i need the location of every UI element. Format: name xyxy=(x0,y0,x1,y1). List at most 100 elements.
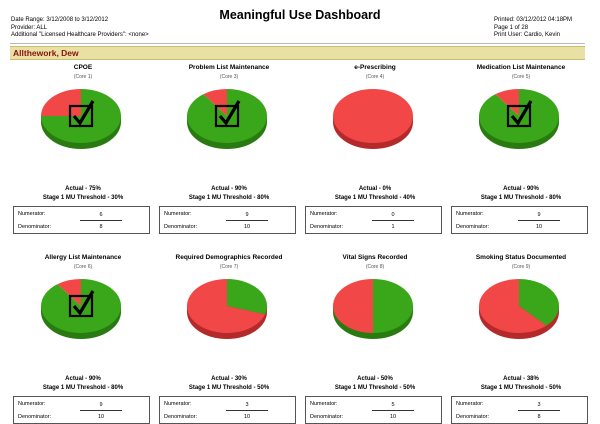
report-filters: Date Range: 3/12/2008 to 3/12/2012 Provi… xyxy=(11,17,149,40)
numerator-underline xyxy=(372,220,414,221)
measure-pie-chart xyxy=(333,279,413,339)
measure-pie-chart xyxy=(479,279,559,339)
numerator-value: 9 xyxy=(245,212,249,218)
numerator-denominator-box: Numerator: 3 Denominator: 10 xyxy=(159,396,296,424)
measure-threshold: Stage 1 MU Threshold - 30% xyxy=(42,195,124,201)
measure-actual: Actual - 0% xyxy=(358,186,392,192)
numerator-denominator-box: Numerator: 9 Denominator: 10 xyxy=(451,206,588,234)
pie-slice-not-met xyxy=(479,279,547,333)
measure-core: (Core 3) xyxy=(219,74,239,80)
numerator-value: 9 xyxy=(99,402,103,408)
numerator-denominator-box: Numerator: 0 Denominator: 1 xyxy=(305,206,442,234)
denominator-value: 10 xyxy=(243,224,251,230)
measure-name: Smoking Status Documented xyxy=(475,254,567,261)
denominator-value: 10 xyxy=(389,414,397,420)
measure-core: (Core 9) xyxy=(511,264,531,270)
denominator-label: Denominator: xyxy=(456,224,490,230)
checkbox-checked-icon xyxy=(68,290,95,318)
numerator-denominator-box: Numerator: 6 Denominator: 8 xyxy=(13,206,150,234)
measure-name: Problem List Maintenance xyxy=(188,64,270,71)
numerator-label: Numerator: xyxy=(18,401,46,407)
measure-actual: Actual - 50% xyxy=(357,376,393,382)
measure-threshold: Stage 1 MU Threshold - 80% xyxy=(188,195,270,201)
pie-slice-not-met xyxy=(495,89,519,116)
measure-pie-chart xyxy=(40,279,121,339)
denominator-label: Denominator: xyxy=(310,224,344,230)
measure-name: CPOE xyxy=(73,64,93,71)
pie-slice-met xyxy=(373,279,413,333)
measure-pie-chart xyxy=(479,89,559,149)
measure-actual: Actual - 90% xyxy=(503,186,539,192)
numerator-value: 3 xyxy=(537,402,541,408)
measure-threshold: Stage 1 MU Threshold - 40% xyxy=(334,195,416,201)
header-divider xyxy=(10,43,585,44)
denominator-value: 8 xyxy=(99,224,103,230)
measure-actual: Actual - 38% xyxy=(503,376,539,382)
date-range: Date Range: 3/12/2008 to 3/12/2012 xyxy=(11,17,109,23)
page-number: Page 1 of 28 xyxy=(494,24,529,31)
denominator-label: Denominator: xyxy=(164,224,198,230)
denominator-label: Denominator: xyxy=(18,224,52,230)
measure-core: (Core 8) xyxy=(365,264,385,270)
pie-slice-met xyxy=(519,279,559,326)
numerator-value: 9 xyxy=(537,212,541,218)
measure-name: Vital Signs Recorded xyxy=(342,254,408,261)
denominator-value: 1 xyxy=(391,224,395,230)
numerator-label: Numerator: xyxy=(456,211,484,217)
measure-pie-chart xyxy=(187,279,267,339)
numerator-denominator-box: Numerator: 3 Denominator: 8 xyxy=(451,396,588,424)
numerator-value: 6 xyxy=(99,212,103,218)
numerator-underline xyxy=(518,220,560,221)
measure-actual: Actual - 30% xyxy=(211,376,247,382)
provider-name: Allthework, Dew xyxy=(13,48,79,58)
numerator-underline xyxy=(80,220,122,221)
measure-name: Medication List Maintenance xyxy=(476,64,566,71)
measure-pie-chart xyxy=(187,89,267,149)
print-user: Print User: Cardio, Kevin xyxy=(494,32,561,38)
denominator-value: 10 xyxy=(243,414,251,420)
pie-slice-not-met xyxy=(57,279,81,306)
denominator-value: 8 xyxy=(537,414,541,420)
numerator-denominator-box: Numerator: 9 Denominator: 10 xyxy=(159,206,296,234)
printed-timestamp: Printed: 03/12/2012 04:18PM xyxy=(494,17,573,23)
denominator-value: 10 xyxy=(97,414,105,420)
measure-threshold: Stage 1 MU Threshold - 50% xyxy=(334,385,416,391)
checkbox-checked-icon xyxy=(68,100,95,128)
checkbox-checked-icon xyxy=(506,100,533,128)
numerator-value: 0 xyxy=(391,212,395,218)
measure-actual: Actual - 90% xyxy=(65,376,101,382)
numerator-label: Numerator: xyxy=(310,401,338,407)
measure-threshold: Stage 1 MU Threshold - 50% xyxy=(480,385,562,391)
measure-threshold: Stage 1 MU Threshold - 80% xyxy=(480,195,562,201)
pie-slice-not-met xyxy=(41,89,81,116)
pie-slice-not-met xyxy=(333,279,373,333)
denominator-value: 10 xyxy=(535,224,543,230)
numerator-underline xyxy=(80,410,122,411)
pie-slice-not-met xyxy=(187,279,266,333)
numerator-value: 5 xyxy=(391,402,395,408)
numerator-underline xyxy=(226,410,268,411)
measure-core: (Core 6) xyxy=(73,264,93,270)
denominator-label: Denominator: xyxy=(164,414,198,420)
measure-name: Allergy List Maintenance xyxy=(44,254,122,261)
measure-threshold: Stage 1 MU Threshold - 50% xyxy=(188,385,270,391)
pie-slice-not-met xyxy=(333,89,413,143)
numerator-denominator-box: Numerator: 5 Denominator: 10 xyxy=(305,396,442,424)
denominator-label: Denominator: xyxy=(18,414,52,420)
measure-core: (Core 4) xyxy=(365,74,385,80)
measure-actual: Actual - 75% xyxy=(65,186,101,192)
print-info: Printed: 03/12/2012 04:18PM Page 1 of 28… xyxy=(494,17,572,40)
pie-slice-not-met xyxy=(203,89,227,116)
numerator-underline xyxy=(372,410,414,411)
measure-threshold: Stage 1 MU Threshold - 80% xyxy=(42,385,124,391)
pie-slice-met xyxy=(227,279,267,315)
numerator-underline xyxy=(518,410,560,411)
measure-core: (Core 1) xyxy=(73,74,93,80)
provider-filter: Provider: ALL xyxy=(11,24,48,31)
additional-providers: Additional "Licensed Healthcare Provider… xyxy=(11,32,149,38)
denominator-label: Denominator: xyxy=(310,414,344,420)
measure-pie-chart xyxy=(41,89,121,149)
numerator-denominator-box: Numerator: 9 Denominator: 10 xyxy=(13,396,150,424)
numerator-label: Numerator: xyxy=(164,211,192,217)
provider-banner: Allthework, Dew xyxy=(10,46,585,60)
